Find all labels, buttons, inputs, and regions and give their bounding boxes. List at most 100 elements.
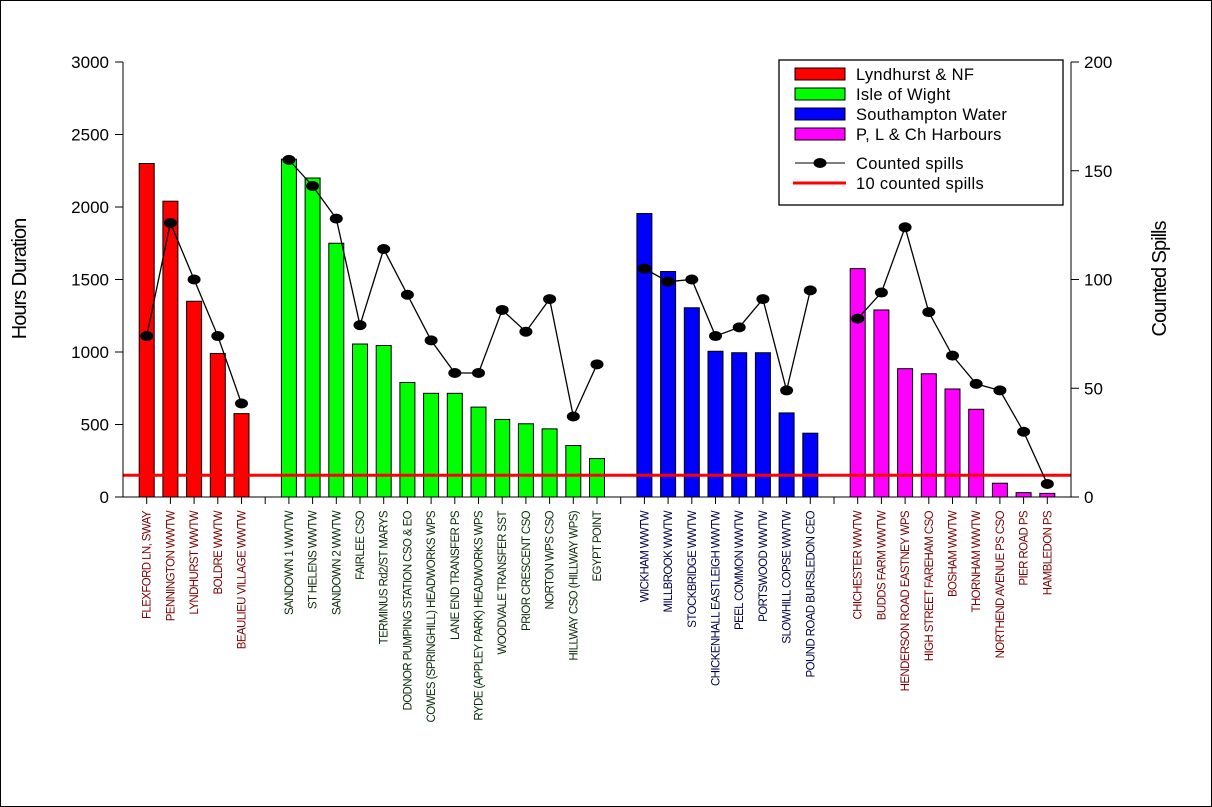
spills-point — [519, 326, 533, 337]
bar — [849, 268, 866, 498]
y-tick-label: 1000 — [71, 343, 109, 362]
bar — [304, 177, 321, 498]
y2-axis-title: Counted Spills — [1149, 221, 1171, 337]
bar — [897, 368, 914, 498]
x-category-label: PENNINGTON WWTW — [165, 510, 177, 621]
spills-point — [163, 217, 177, 228]
x-category-label: RYDE (APPLEY PARK) HEADWORKS WPS — [474, 510, 486, 721]
spills-point — [922, 307, 936, 318]
bar — [683, 307, 700, 498]
y-tick-label: 2500 — [71, 126, 109, 145]
spills-point — [946, 350, 959, 361]
x-category-label: FLEXFORD LN, SWAY — [142, 510, 154, 619]
spills-point — [685, 274, 699, 285]
legend-label: Counted spills — [856, 155, 964, 173]
x-category-label: LYNDHURST WWTW — [189, 510, 201, 614]
y-axis-title: Hours Duration — [9, 219, 31, 340]
bar — [541, 428, 558, 498]
bar — [280, 158, 297, 498]
x-category-label: COWES (SPRINGHILL) HEADWORKS WPS — [426, 510, 438, 722]
x-category-label: ST HELENS WWTW — [308, 510, 320, 609]
spills-point — [329, 213, 343, 224]
x-category-label: NORTON WPS CSO — [545, 510, 557, 609]
spills-point — [1017, 426, 1031, 437]
y2-tick-label: 50 — [1084, 379, 1103, 398]
legend-spills-marker — [813, 158, 827, 168]
bar — [233, 413, 250, 498]
legend-label: Isle of Wight — [856, 86, 951, 104]
spills-point — [448, 368, 462, 379]
bar — [920, 373, 937, 498]
x-category-label: LANE END TRANSFER PS — [450, 510, 462, 640]
y-tick-label: 1500 — [71, 271, 109, 290]
bar — [873, 309, 890, 498]
spills-point — [590, 359, 604, 370]
spills-point — [993, 385, 1007, 396]
bar — [660, 271, 677, 498]
y2-tick-label: 100 — [1084, 271, 1112, 290]
bar — [944, 388, 961, 498]
x-category-label: STOCKBRIDGE WWTW — [687, 510, 699, 627]
spills-point — [400, 289, 414, 300]
x-category-label: EGYPT POINT — [592, 510, 604, 581]
bar — [186, 300, 203, 498]
legend-swatch — [794, 107, 846, 121]
spills-point — [969, 378, 983, 389]
bar — [1039, 492, 1056, 498]
y-tick-label: 500 — [81, 416, 109, 435]
x-category-label: SLOWHILL COPSE WWTW — [782, 510, 794, 643]
bar — [991, 482, 1008, 498]
spills-point — [898, 222, 912, 233]
x-category-label: DODNOR PUMPING STATION CSO & EO — [402, 510, 414, 710]
spills-point — [282, 154, 296, 165]
x-category-label: PIER ROAD PS — [1019, 510, 1031, 586]
x-category-label: HAMBLEDON PS — [1042, 510, 1054, 595]
legend-label: Southampton Water — [856, 106, 1007, 124]
bar — [138, 163, 155, 498]
spills-point — [424, 335, 438, 346]
x-category-label: TERMINUS Rd2/ST MARYS — [379, 510, 391, 644]
x-category-label: SANDOWN 1 WWTW — [284, 510, 296, 615]
legend-label: Lyndhurst & NF — [856, 66, 974, 84]
x-category-label: BOLDRE WWTW — [213, 510, 225, 594]
x-category-label: PRIOR CRESCENT CSO — [521, 510, 533, 631]
spills-point — [472, 368, 485, 379]
x-category-label: THORNHAM WWTW — [971, 510, 983, 612]
spills-point — [803, 285, 817, 296]
x-category-label: BUDDS FARM WWTW — [876, 510, 888, 620]
x-category-label: HIGH STREET FAREHAM CSO — [924, 510, 936, 661]
x-category-label: POUND ROAD BURSLEDON CEO — [805, 510, 817, 677]
x-category-label: CHICKENHALL EASTLEIGH WWTW — [711, 510, 723, 686]
spills-point — [661, 276, 675, 287]
x-category-label: NORTHEND AVENUE PS CSO — [995, 510, 1007, 658]
y-tick-label: 0 — [100, 488, 109, 507]
spills-point — [874, 287, 888, 298]
y-tick-label: 3000 — [71, 53, 109, 72]
y2-tick-label: 150 — [1084, 162, 1112, 181]
spills-point — [709, 331, 722, 342]
bar — [328, 242, 345, 498]
spills-point — [353, 320, 367, 331]
x-category-label: PEEL COMMON WWTW — [734, 510, 746, 630]
x-category-label: CHICHESTER WWTW — [853, 510, 865, 619]
bar — [470, 406, 487, 498]
x-category-label: WICKHAM WWTW — [639, 510, 651, 602]
spills-point — [495, 304, 509, 315]
spills-point — [140, 331, 154, 342]
bar — [399, 381, 416, 498]
spills-point — [235, 398, 248, 409]
x-category-label: PORTSWOOD WWTW — [758, 510, 770, 622]
x-category-label: MILLBROOK WWTW — [663, 510, 675, 612]
y2-tick-label: 200 — [1084, 53, 1112, 72]
y2-tick-label: 0 — [1084, 488, 1093, 507]
bar — [517, 423, 534, 498]
legend-label: 10 counted spills — [856, 175, 984, 193]
spills-point — [377, 244, 391, 255]
legend-swatch — [794, 127, 846, 141]
x-category-label: BOSHAM WWTW — [948, 510, 960, 597]
spills-point — [637, 263, 651, 274]
bar — [1015, 492, 1032, 498]
x-category-label: WOODVALE TRANSFER SST — [497, 510, 509, 654]
